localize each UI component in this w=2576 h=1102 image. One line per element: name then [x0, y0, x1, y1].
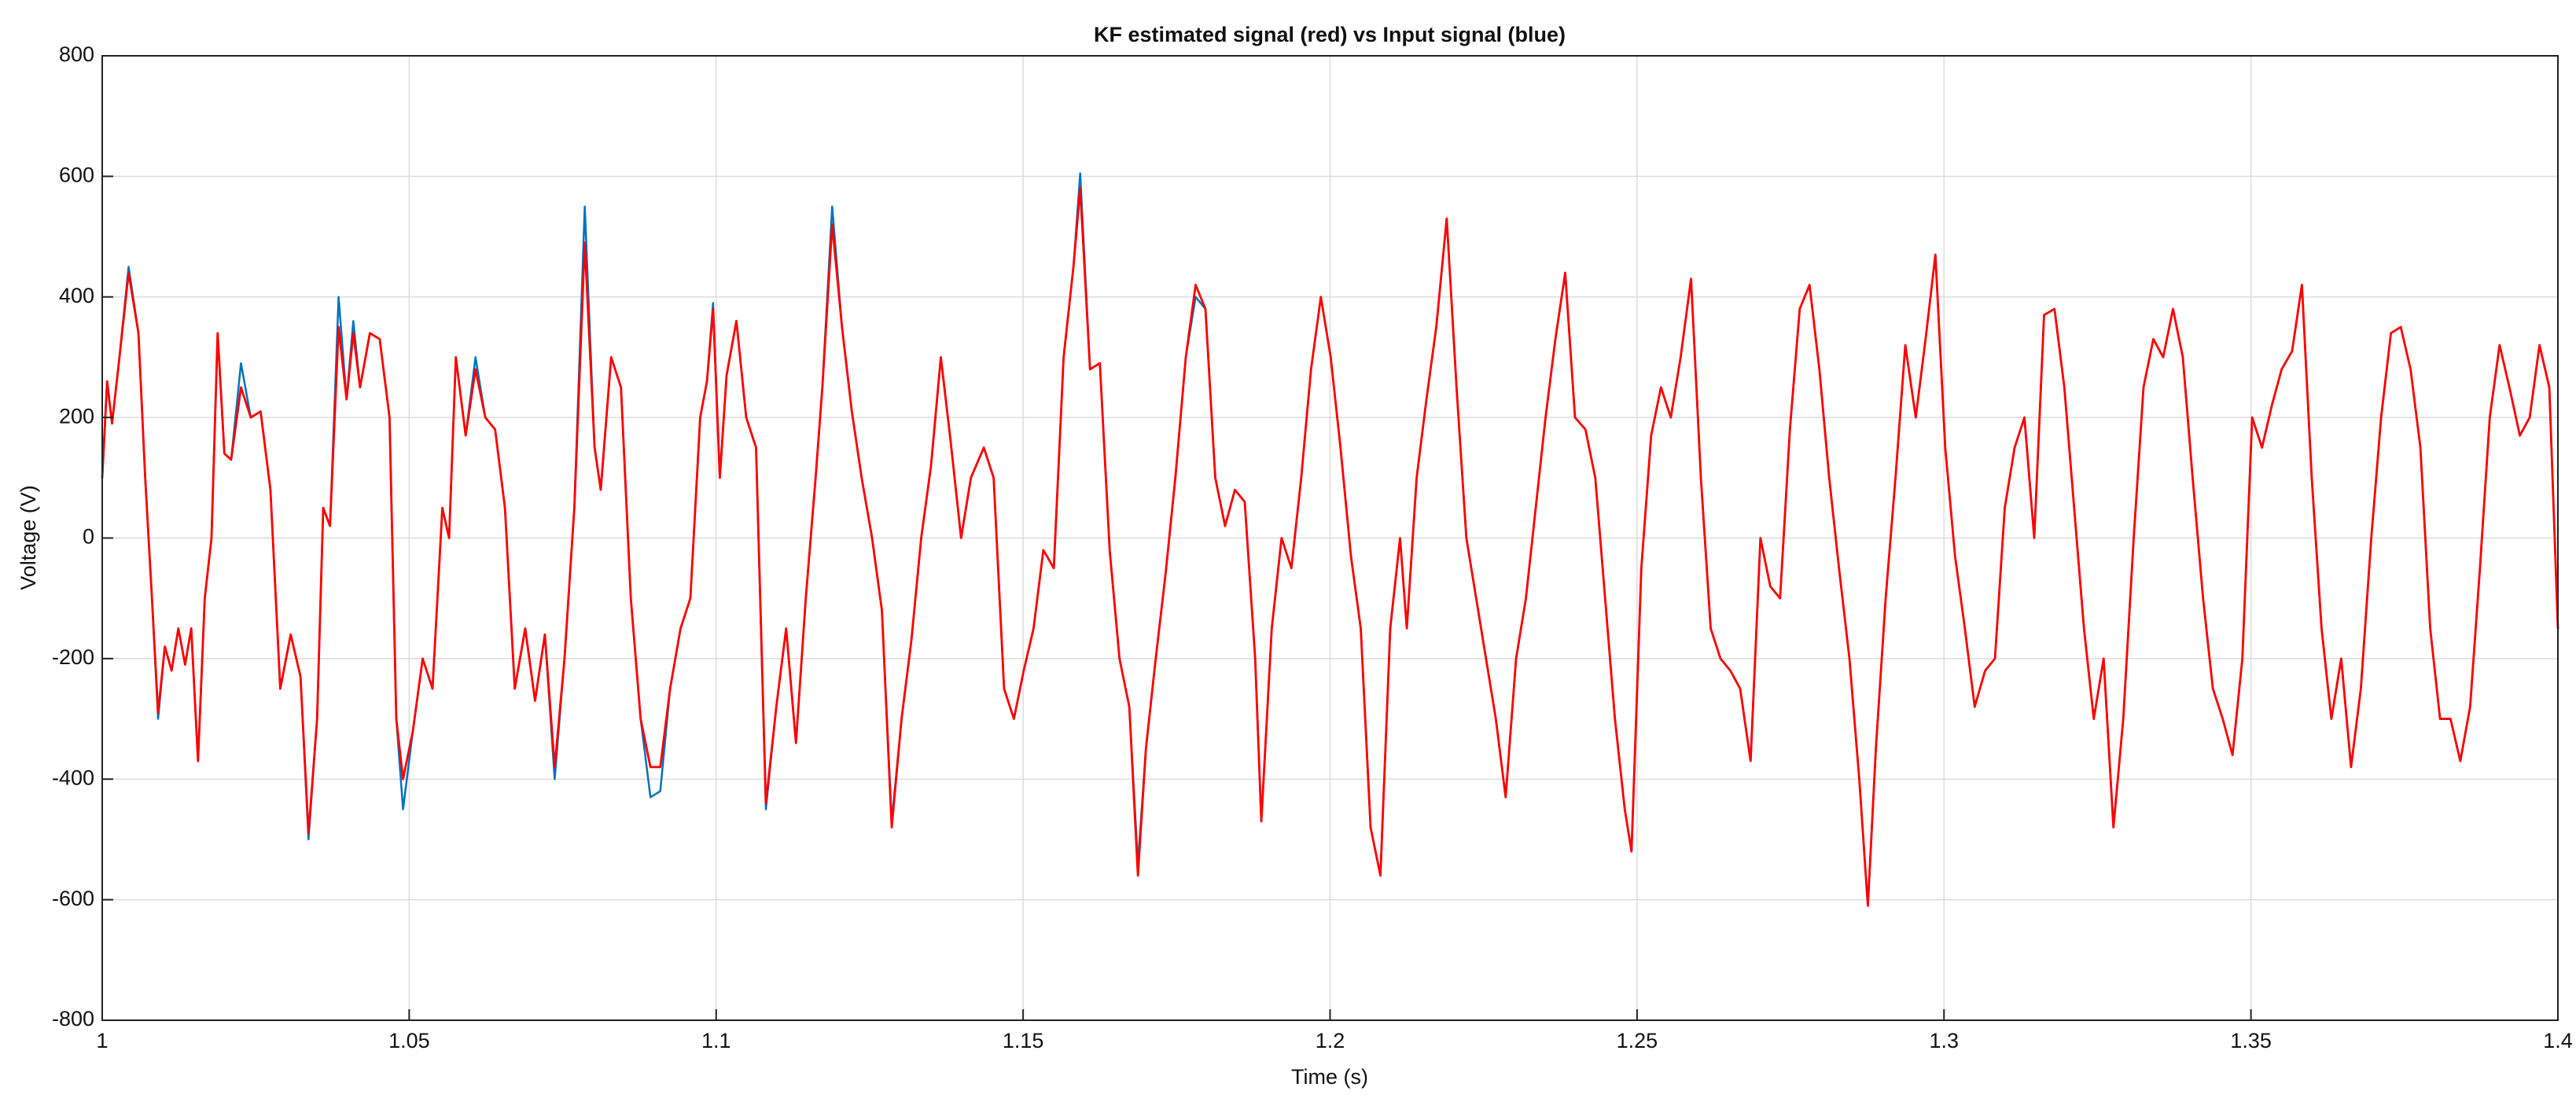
x-tick-label: 1.35 [2230, 1029, 2272, 1052]
x-tick-label: 1.1 [701, 1029, 731, 1052]
x-tick-label: 1.15 [1003, 1029, 1044, 1052]
x-tick-label: 1 [96, 1029, 108, 1052]
y-tick-label: 200 [59, 404, 94, 428]
x-tick-label: 1.25 [1617, 1029, 1658, 1052]
series-line [101, 187, 2559, 907]
line-layer [101, 172, 2559, 907]
x-tick-label: 1.2 [1316, 1029, 1345, 1052]
y-tick-label: -400 [52, 766, 94, 789]
x-tick-label: 1.05 [388, 1029, 430, 1052]
y-tick-label: 400 [59, 284, 94, 307]
y-tick-label: -600 [52, 887, 94, 910]
chart-title: KF estimated signal (red) vs Input signa… [1094, 23, 1566, 46]
x-axis-label: Time (s) [1291, 1065, 1368, 1089]
y-tick-label: 600 [59, 163, 94, 187]
y-tick-label: 0 [83, 525, 94, 549]
tick-layer: 1 1.05 1.1 1.15 1.2 1.25 1.3 1.35 1.4 -800 -600 -40… [52, 42, 2573, 1052]
y-axis-label: Voltage (V) [17, 485, 40, 590]
y-tick-label: 800 [59, 42, 94, 66]
y-tick-label: -800 [52, 1007, 94, 1030]
y-tick-label: -200 [52, 645, 94, 669]
x-tick-label: 1.3 [1929, 1029, 1959, 1052]
x-tick-label: 1.4 [2543, 1029, 2573, 1052]
